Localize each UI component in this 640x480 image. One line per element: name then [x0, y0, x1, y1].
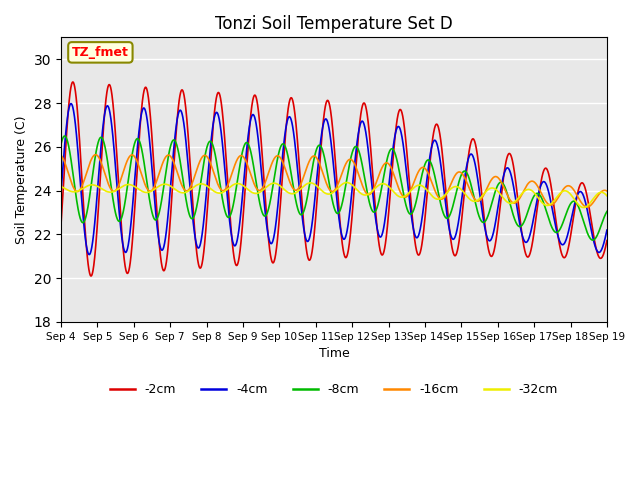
-8cm — [534, 191, 541, 196]
-4cm — [120, 245, 127, 251]
-32cm — [580, 204, 588, 210]
Line: -4cm: -4cm — [61, 104, 607, 254]
Legend: -2cm, -4cm, -8cm, -16cm, -32cm: -2cm, -4cm, -8cm, -16cm, -32cm — [105, 378, 563, 401]
-32cm — [603, 193, 611, 199]
Line: -2cm: -2cm — [61, 82, 607, 276]
-4cm — [534, 194, 541, 200]
Line: -32cm: -32cm — [61, 182, 607, 207]
-2cm — [603, 238, 611, 243]
-8cm — [603, 209, 611, 215]
-4cm — [67, 101, 75, 107]
-8cm — [120, 208, 127, 214]
-4cm — [267, 240, 275, 246]
-2cm — [534, 201, 541, 207]
-2cm — [152, 197, 160, 203]
-4cm — [57, 189, 65, 194]
-2cm — [291, 107, 298, 113]
-32cm — [593, 192, 600, 198]
-32cm — [57, 183, 65, 189]
-16cm — [120, 168, 127, 174]
-16cm — [291, 187, 298, 192]
-2cm — [267, 254, 275, 260]
-8cm — [267, 197, 275, 203]
X-axis label: Time: Time — [319, 347, 349, 360]
-8cm — [152, 217, 160, 223]
-32cm — [343, 180, 351, 185]
-16cm — [92, 152, 99, 157]
-8cm — [291, 189, 298, 195]
-32cm — [120, 183, 127, 189]
-16cm — [583, 204, 591, 210]
-2cm — [69, 79, 77, 85]
-16cm — [267, 164, 275, 170]
-4cm — [152, 213, 160, 219]
-16cm — [152, 180, 160, 186]
Line: -16cm: -16cm — [61, 155, 607, 207]
-2cm — [593, 247, 600, 253]
-2cm — [120, 251, 127, 257]
-16cm — [593, 195, 600, 201]
-32cm — [266, 181, 274, 187]
-4cm — [603, 227, 611, 233]
-2cm — [87, 273, 95, 279]
-32cm — [534, 194, 541, 200]
-8cm — [57, 141, 65, 147]
-16cm — [603, 188, 611, 194]
-4cm — [85, 252, 93, 257]
-8cm — [589, 237, 596, 243]
Y-axis label: Soil Temperature (C): Soil Temperature (C) — [15, 115, 28, 244]
-16cm — [57, 153, 65, 158]
-8cm — [593, 234, 600, 240]
-32cm — [152, 185, 159, 191]
Title: Tonzi Soil Temperature Set D: Tonzi Soil Temperature Set D — [215, 15, 453, 33]
-16cm — [534, 183, 541, 189]
Line: -8cm: -8cm — [61, 136, 607, 240]
-32cm — [290, 191, 298, 196]
-4cm — [593, 247, 600, 253]
-2cm — [57, 221, 65, 227]
-4cm — [291, 136, 298, 142]
Text: TZ_fmet: TZ_fmet — [72, 46, 129, 59]
-8cm — [61, 133, 68, 139]
